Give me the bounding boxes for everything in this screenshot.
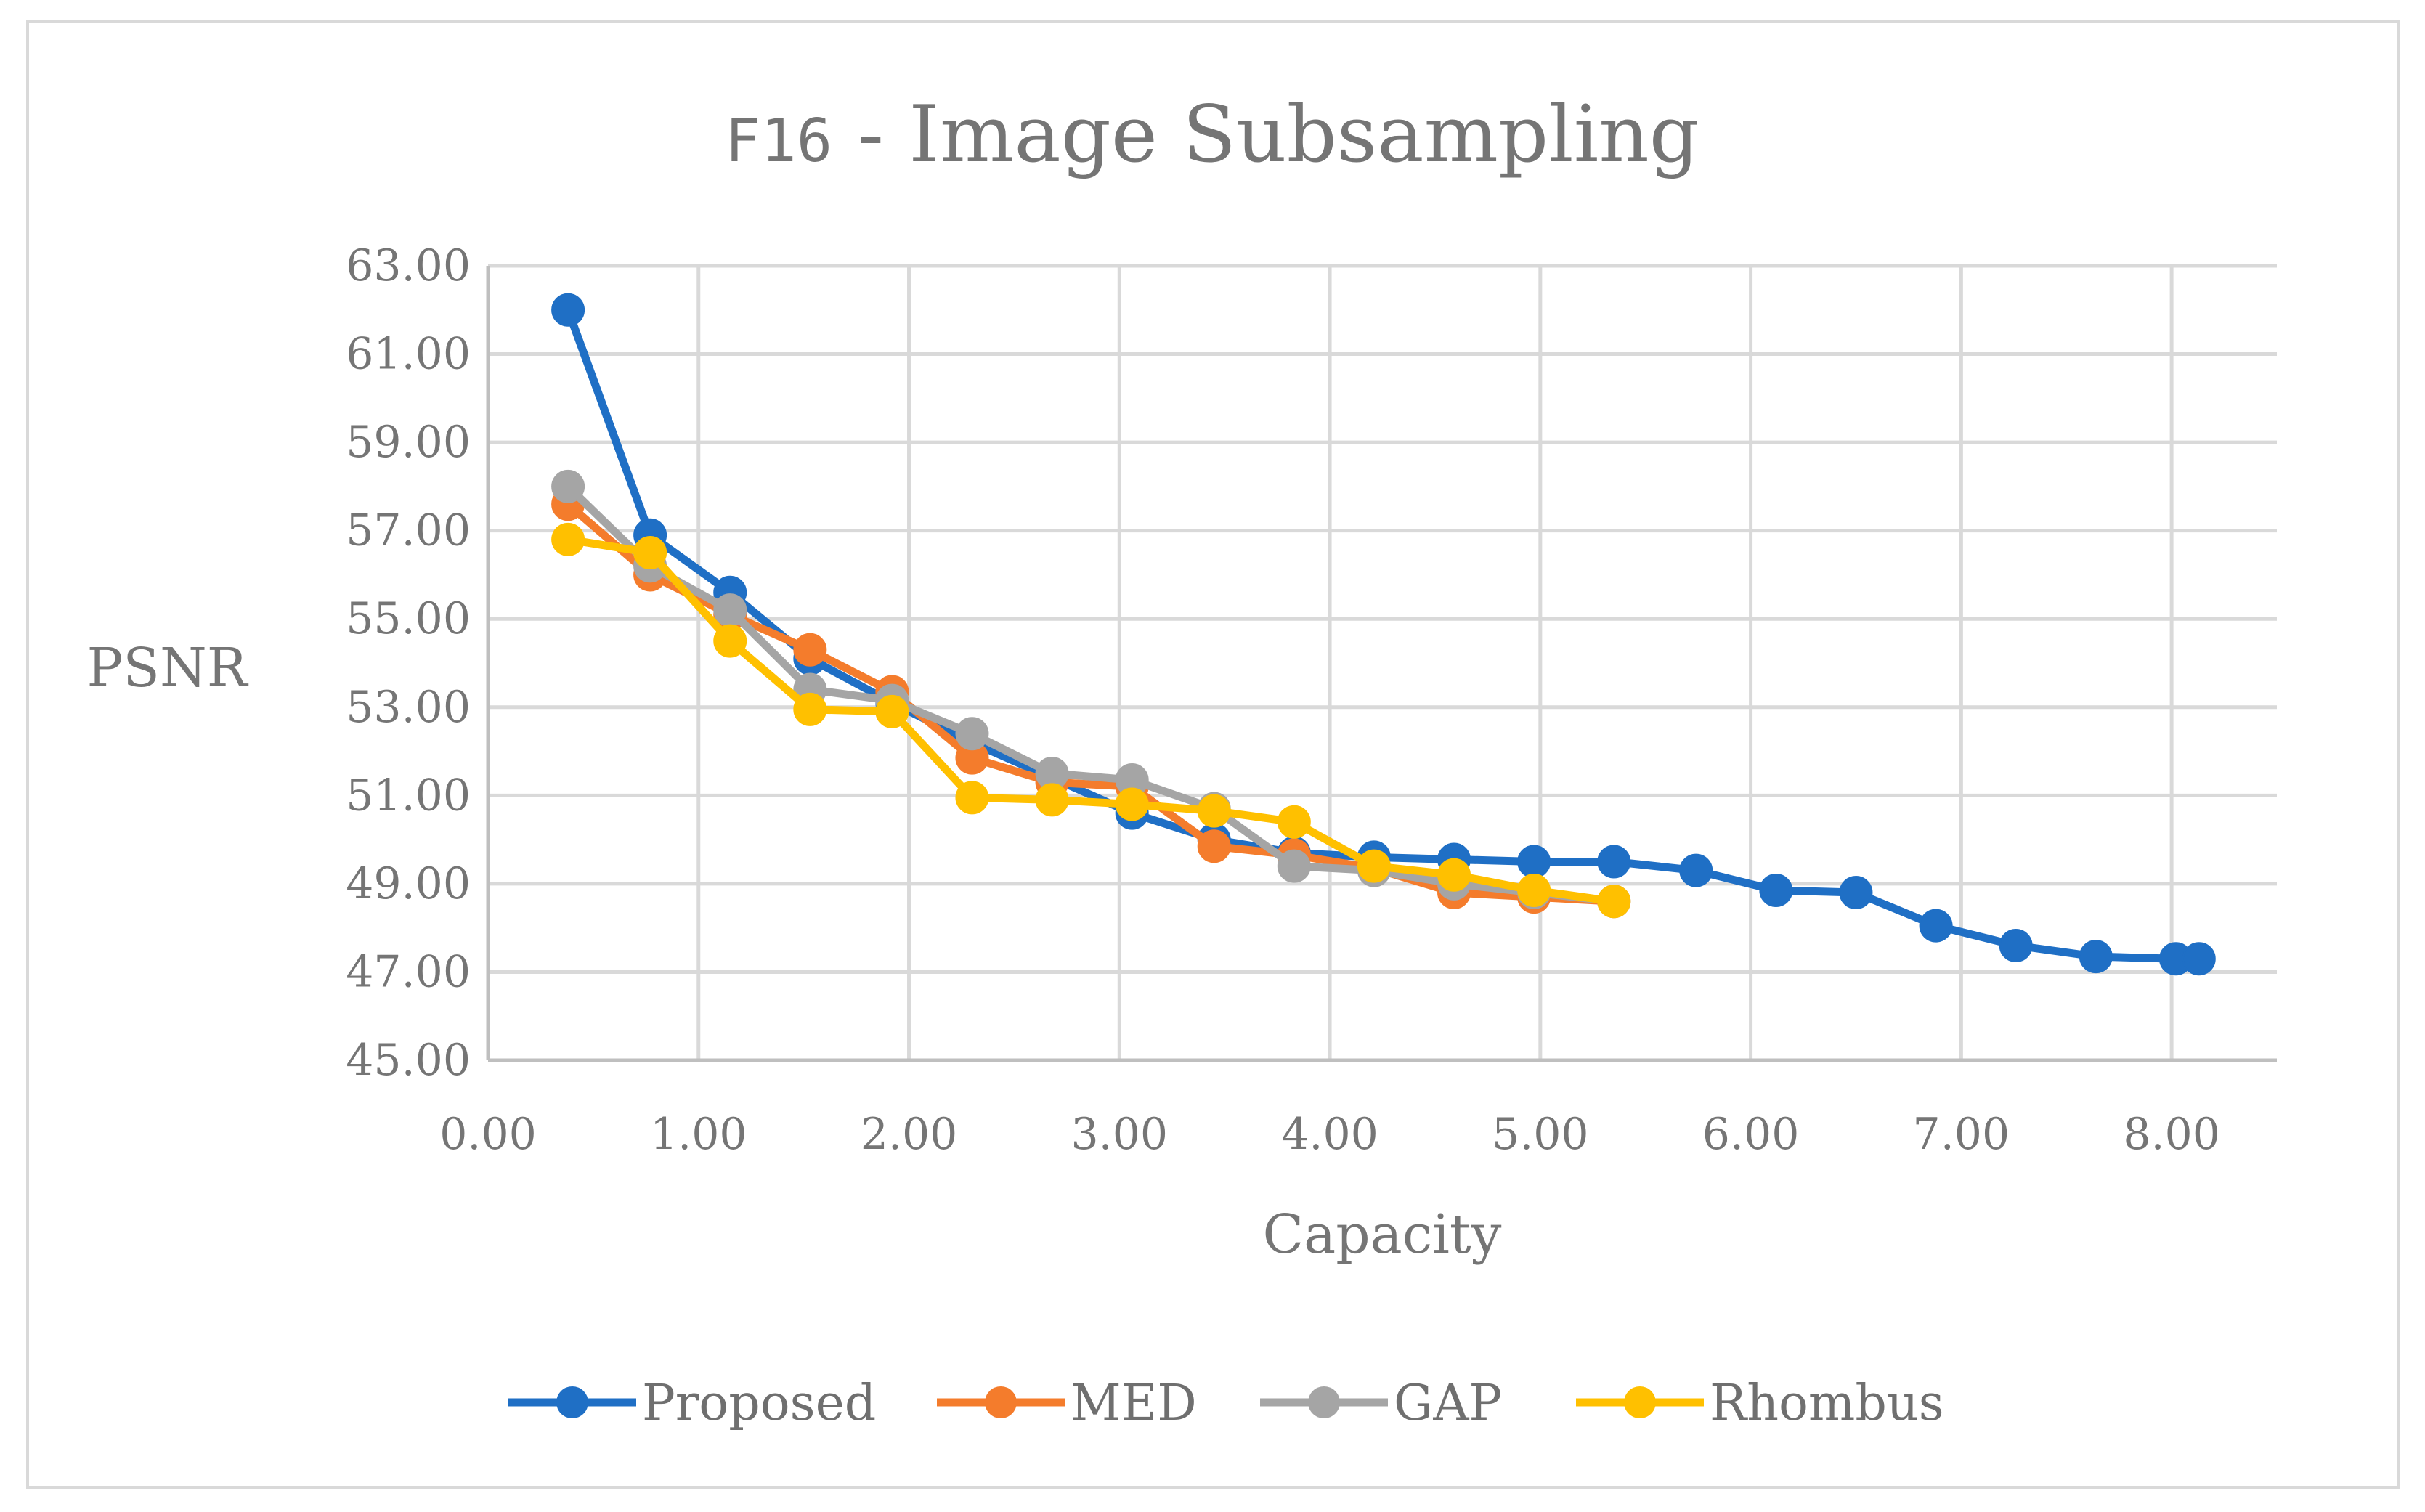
legend-label: GAP [1394, 1375, 1502, 1432]
x-tick-label: 0.00 [439, 1109, 537, 1160]
data-point-rhombus [1357, 849, 1391, 883]
legend-label: MED [1071, 1375, 1197, 1432]
data-point-rhombus [1277, 805, 1311, 839]
y-axis-ticks: 45.00 47.00 49.00 51.00 53.00 55.00 57.00 59.00… [346, 240, 471, 1086]
series-gap [551, 469, 1631, 919]
legend-swatch-marker [1624, 1386, 1656, 1418]
y-tick-label: 55.00 [346, 593, 471, 644]
data-point-proposed [1999, 928, 2033, 962]
data-point-rhombus [1517, 874, 1551, 908]
data-point-rhombus [1197, 794, 1231, 828]
x-tick-label: 1.00 [650, 1109, 747, 1160]
data-point-proposed [2079, 940, 2113, 974]
series-line-med [564, 500, 1618, 906]
legend-label: Proposed [642, 1375, 876, 1432]
data-point-med [1197, 829, 1231, 863]
x-tick-label: 4.00 [1281, 1109, 1378, 1160]
legend-swatch-marker [1308, 1386, 1340, 1418]
legend-item-med: MED [937, 1375, 1197, 1432]
y-tick-label: 53.00 [346, 682, 471, 733]
legend-swatch-marker [556, 1386, 588, 1418]
y-tick-label: 61.00 [346, 329, 471, 380]
series-rhombus [551, 522, 1631, 919]
data-point-proposed [1679, 853, 1713, 887]
data-point-rhombus [633, 536, 667, 570]
data-point-med [793, 633, 827, 667]
x-tick-label: 3.00 [1071, 1109, 1168, 1160]
data-point-gap [1277, 849, 1311, 883]
data-point-rhombus [551, 522, 585, 556]
legend: Proposed MED GAP Rhombus [508, 1375, 1944, 1432]
data-point-rhombus [713, 624, 747, 658]
x-axis-ticks: 0.00 1.00 2.00 3.00 4.00 5.00 6.00 7.00 8.00 [439, 1109, 2220, 1160]
y-tick-label: 49.00 [346, 858, 471, 909]
legend-item-proposed: Proposed [508, 1375, 876, 1432]
data-point-rhombus [1597, 885, 1631, 919]
chart-title: F16 - Image Subsampling [725, 89, 1699, 180]
x-tick-label: 8.00 [2123, 1109, 2220, 1160]
data-point-proposed [1919, 909, 1953, 943]
y-axis-label: PSNR [87, 637, 249, 699]
legend-swatch-marker [985, 1386, 1017, 1418]
data-point-proposed [1517, 845, 1551, 879]
data-point-gap [713, 593, 747, 627]
series-group [551, 293, 2216, 976]
y-tick-label: 51.00 [346, 770, 471, 821]
chart-title-text: - Image Subsampling [832, 89, 1699, 180]
x-tick-label: 2.00 [861, 1109, 958, 1160]
data-point-rhombus [955, 781, 989, 815]
legend-item-gap: GAP [1260, 1375, 1502, 1432]
data-point-proposed [551, 293, 585, 327]
data-point-proposed [2182, 942, 2216, 976]
y-tick-label: 57.00 [346, 505, 471, 556]
data-point-rhombus [1035, 783, 1069, 817]
y-tick-label: 45.00 [346, 1035, 471, 1086]
x-tick-label: 5.00 [1492, 1109, 1589, 1160]
x-axis-label: Capacity [1263, 1203, 1502, 1266]
legend-label: Rhombus [1710, 1375, 1944, 1432]
data-point-proposed [1759, 874, 1793, 908]
y-tick-label: 63.00 [346, 240, 471, 291]
x-tick-label: 7.00 [1913, 1109, 2010, 1160]
data-point-rhombus [1437, 858, 1471, 892]
x-tick-label: 6.00 [1702, 1109, 1800, 1160]
data-point-gap [955, 717, 989, 751]
legend-item-rhombus: Rhombus [1576, 1375, 1944, 1432]
data-point-rhombus [793, 692, 827, 726]
grid [486, 264, 2277, 1062]
series-line-gap [564, 482, 1618, 906]
y-tick-label: 47.00 [346, 946, 471, 997]
data-point-gap [551, 469, 585, 503]
series-line-proposed [564, 306, 2203, 963]
data-point-rhombus [1115, 787, 1149, 821]
data-point-proposed [1839, 876, 1873, 910]
y-tick-label: 59.00 [346, 417, 471, 468]
chart-title-code: F16 [725, 107, 832, 176]
data-point-proposed [1597, 845, 1631, 879]
data-point-rhombus [875, 694, 909, 728]
